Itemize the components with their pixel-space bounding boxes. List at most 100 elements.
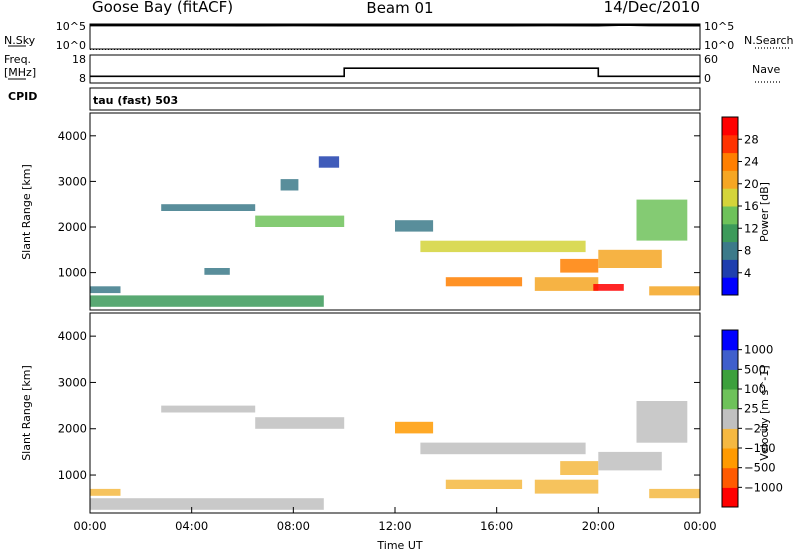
scatter-region [593, 284, 624, 291]
power-heatmap [90, 156, 700, 307]
nsky-label: N.Sky [4, 34, 36, 47]
station-title: Goose Bay (fitACF) [92, 0, 233, 16]
colorbar-tick-label: −500 [744, 461, 776, 475]
velocity-panel-frame [89, 312, 701, 514]
colorbar-tick-label: 1000 [744, 343, 773, 357]
velocity-axes: 4000 3000 2000 1000 [58, 329, 700, 482]
range-tick-label: 2000 [58, 422, 87, 436]
time-tick-label: 20:00 [582, 519, 615, 533]
scatter-region [445, 479, 523, 489]
colorbar-tick-label: 4 [744, 266, 751, 280]
cpid-panel-frame [89, 87, 701, 111]
scatter-region [534, 277, 599, 291]
nsky-tick-top: 10^5 [56, 20, 86, 33]
time-tick-label: 04:00 [175, 519, 208, 533]
scatter-region [636, 199, 688, 241]
range-tick-label: 3000 [58, 375, 87, 389]
power-colorbar-label: Power [dB] [758, 182, 771, 242]
colorbar-segment [722, 241, 738, 260]
scatter-region [90, 488, 121, 496]
power-axes: 4000 3000 2000 1000 [58, 129, 700, 280]
colorbar-tick-label: −25 [744, 421, 768, 435]
velocity-ylabel: Slant Range [km] [20, 365, 33, 461]
colorbar-segment [722, 259, 738, 278]
time-tick-label: 00:00 [683, 519, 716, 533]
nsky-series [90, 23, 701, 27]
range-tick-label: 4000 [58, 129, 87, 143]
nsky-tick-bottom: 10^0 [56, 39, 86, 52]
scatter-region [280, 179, 299, 191]
time-tick-label: 16:00 [480, 519, 513, 533]
scatter-region [395, 421, 434, 434]
colorbar-tick-label: 100 [744, 382, 766, 396]
velocity-colorbar: 1000 500 100 25 −25 −100 −500 −1000 [721, 329, 783, 508]
colorbar-segment [722, 448, 738, 469]
colorbar-tick-label: 28 [744, 132, 759, 146]
scatter-region [204, 268, 230, 275]
scatter-region [636, 401, 688, 443]
power-colorbar: 28 24 20 16 12 8 4 [721, 116, 759, 296]
date-title: 14/Dec/2010 [604, 0, 700, 16]
freq-label: Freq. [4, 53, 31, 66]
colorbar-segment [722, 277, 738, 296]
scatter-region [420, 240, 586, 253]
range-tick-label: 4000 [58, 329, 87, 343]
freq-line [90, 67, 700, 78]
colorbar-segment [722, 152, 738, 171]
scatter-region [649, 488, 700, 499]
freq-nave-series [90, 48, 700, 78]
time-tick-label: 00:00 [73, 519, 106, 533]
colorbar-tick-label: 8 [744, 244, 751, 258]
scatter-region [161, 204, 256, 211]
colorbar-segment [722, 428, 738, 449]
power-ylabel: Slant Range [km] [20, 164, 33, 260]
nsearch-tick-bottom: 10^0 [704, 39, 734, 52]
nave-tick-top: 60 [704, 53, 718, 66]
cpid-label: CPID [8, 90, 37, 103]
freq-panel-frame [89, 54, 701, 84]
colorbar-segment [722, 349, 738, 370]
colorbar-segment [722, 330, 738, 351]
colorbar-segment [722, 206, 738, 225]
scatter-region [598, 451, 662, 471]
nave-tick-bottom: 0 [704, 72, 711, 85]
scatter-region [560, 258, 599, 273]
colorbar-segment [722, 408, 738, 429]
nsearch-label: N.Search [744, 34, 794, 47]
colorbar-segment [722, 134, 738, 154]
colorbar-segment [722, 369, 738, 390]
freq-tick-top: 18 [72, 53, 86, 66]
colorbar-frame [721, 329, 739, 508]
colorbar-tick-label: 12 [744, 221, 759, 235]
scatter-region [420, 442, 586, 455]
colorbar-tick-label: 500 [744, 362, 766, 376]
colorbar-segment [722, 170, 738, 189]
scatter-region [161, 405, 256, 413]
time-axis: 00:00 04:00 08:00 12:00 16:00 20:00 00:00 [73, 507, 717, 533]
nsky-panel-frame [89, 23, 701, 50]
velocity-heatmap [90, 401, 700, 510]
range-tick-label: 1000 [58, 266, 87, 280]
nsearch-tick-top: 10^5 [704, 20, 734, 33]
time-tick-label: 08:00 [277, 519, 310, 533]
beam-title: Beam 01 [366, 0, 433, 17]
range-tick-label: 2000 [58, 220, 87, 234]
colorbar-segment [722, 117, 738, 136]
scatter-region [90, 295, 324, 307]
colorbar-segment [722, 467, 738, 488]
colorbar-tick-label: 25 [744, 402, 759, 416]
scatter-region [649, 286, 700, 296]
colorbar-tick-label: 20 [744, 177, 759, 191]
freq-tick-bottom: 8 [79, 72, 86, 85]
colorbar-tick-label: 24 [744, 155, 759, 169]
freq-unit-label: [MHz] [4, 66, 36, 79]
colorbar-tick-label: 16 [744, 199, 759, 213]
scatter-region [255, 417, 345, 429]
time-xlabel: Time UT [376, 539, 422, 552]
power-panel-frame [89, 112, 701, 311]
cpid-value: tau (fast) 503 [93, 94, 178, 107]
colorbar-tick-label: −100 [744, 441, 776, 455]
colorbar-tick-label: −1000 [744, 480, 783, 494]
nave-label: Nave [752, 63, 780, 76]
